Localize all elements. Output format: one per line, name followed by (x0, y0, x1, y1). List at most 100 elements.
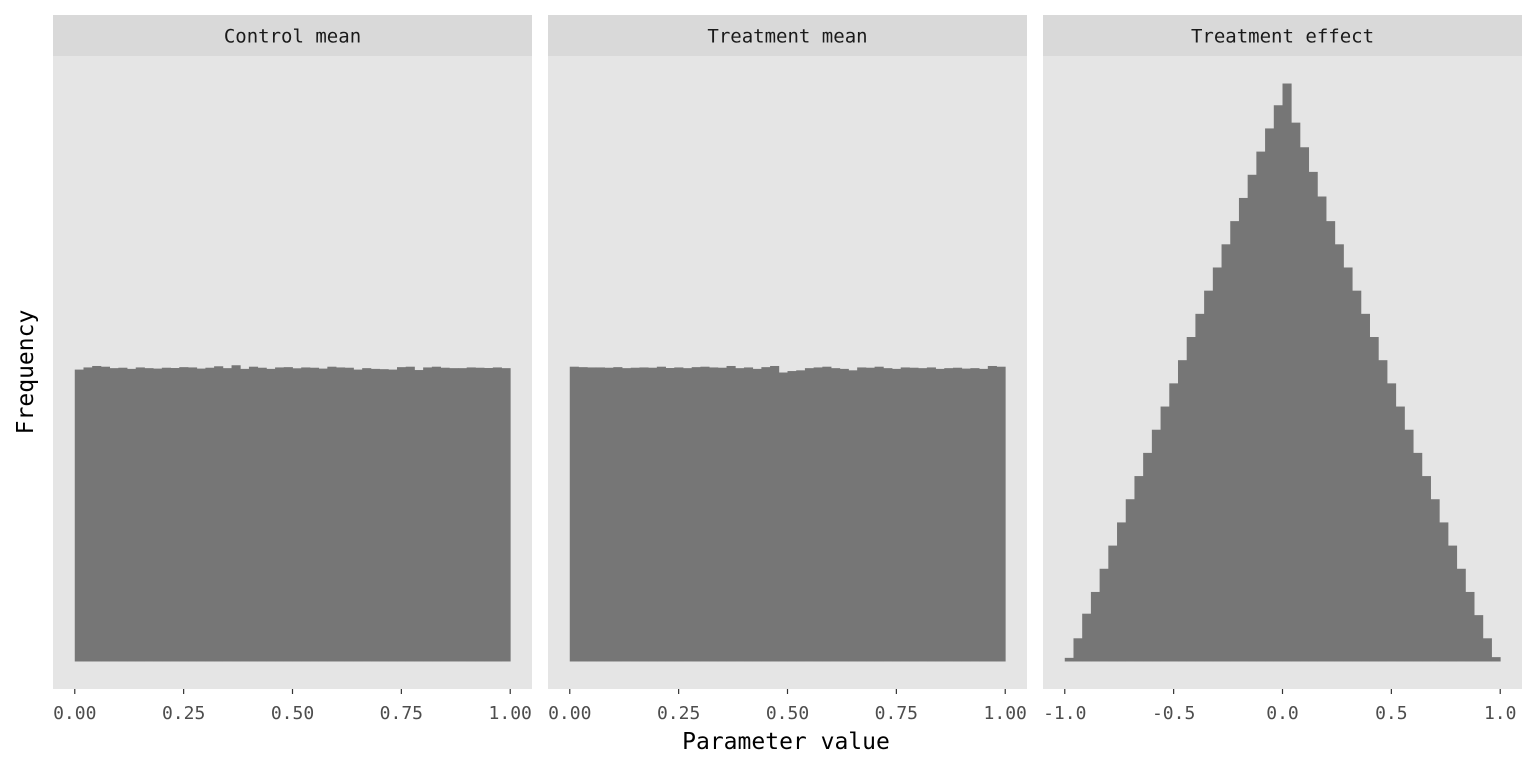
histogram-bar (292, 368, 302, 662)
histogram-bar (92, 365, 102, 662)
histogram-bar (1299, 147, 1310, 662)
histogram-bar (761, 367, 771, 662)
histogram-bar (1204, 290, 1214, 662)
histogram-bar (170, 368, 180, 662)
x-tick-label: 0.00 (53, 703, 96, 724)
histogram-bar (926, 367, 936, 662)
histogram-bar (414, 370, 424, 662)
histogram-bar (691, 367, 701, 662)
histogram-bar (127, 368, 137, 662)
histogram-bar (1439, 522, 1449, 662)
histogram-bar (1387, 383, 1397, 662)
histogram-bar (1160, 406, 1170, 662)
histogram-bar (979, 368, 989, 662)
facet-panel: Treatment effect -1.0 -0.5 0.0 0.5 1.0 (1043, 15, 1522, 724)
histogram-bar (144, 368, 154, 662)
histogram-bar (717, 367, 727, 662)
facet-strip-title: Control mean (224, 26, 361, 48)
histogram-bar (1430, 499, 1440, 662)
histogram-bar (196, 368, 206, 662)
x-tick-label: 1.00 (984, 703, 1027, 724)
histogram-bar (674, 367, 684, 662)
histogram-bar (1186, 337, 1196, 662)
histogram-bar (100, 366, 111, 662)
facet-strip (1043, 15, 1522, 56)
histogram-bar (787, 371, 797, 662)
histogram-bar (388, 369, 398, 662)
histogram-bar (1317, 196, 1327, 662)
histogram-bar (344, 367, 354, 662)
histogram-bar (1117, 522, 1127, 662)
histogram-bar (283, 367, 293, 662)
histogram-bar (935, 368, 945, 662)
histogram-bar (1343, 267, 1353, 662)
histogram-bar (1143, 452, 1153, 662)
histogram-bar (222, 368, 232, 662)
histogram-bar (883, 368, 893, 662)
histogram-bar (892, 368, 902, 662)
facet-strip (53, 15, 532, 56)
histogram-bar (700, 366, 710, 662)
histogram-bar (1447, 545, 1458, 662)
histogram-bar (266, 368, 276, 662)
histogram-bar (205, 367, 215, 662)
histogram-bar (1395, 406, 1405, 662)
histogram-bar (804, 368, 815, 662)
histogram-bar (1360, 313, 1370, 662)
histogram-bar (179, 367, 189, 662)
histogram-bar (336, 367, 346, 662)
histogram-bar (656, 366, 666, 662)
histogram-bar (578, 367, 588, 662)
histogram-bar (961, 368, 971, 662)
histogram-bar (1151, 429, 1161, 662)
histogram-bar (118, 367, 128, 662)
histogram-bar (301, 367, 311, 662)
x-tick-label: 0.25 (162, 703, 205, 724)
histogram-bar (587, 367, 597, 662)
histogram-bar (726, 365, 736, 662)
histogram-bar (1230, 221, 1240, 662)
histogram-bar (318, 368, 328, 662)
histogram-bar (431, 366, 441, 662)
x-axis-title: Parameter value (682, 729, 890, 755)
histogram-bar (248, 366, 259, 662)
histogram-bar (1474, 615, 1484, 662)
histogram-bar (109, 368, 119, 662)
histogram-bar (484, 368, 494, 662)
histogram-bar (1238, 197, 1249, 662)
histogram-bar (909, 367, 919, 662)
histogram-bar (153, 368, 163, 662)
histogram-bar (743, 367, 754, 662)
histogram-bar (83, 367, 93, 662)
histogram-bar (362, 368, 372, 662)
x-tick-label: 0.75 (380, 703, 423, 724)
x-tick-label: -0.5 (1152, 703, 1195, 724)
facet-panel: Treatment mean 0.00 0.25 0.50 0.75 1.00 (548, 15, 1027, 724)
histogram-bar (1064, 657, 1074, 662)
x-tick-label: 1.00 (489, 703, 532, 724)
histogram-bar (475, 367, 485, 662)
x-tick-label: 0.0 (1266, 703, 1299, 724)
histogram-bar (1082, 613, 1092, 662)
histogram-bar (987, 365, 997, 662)
histogram-bar (665, 368, 675, 662)
histogram-bar (1291, 122, 1301, 662)
histogram-bar (622, 368, 632, 662)
x-tick-label: 0.75 (875, 703, 918, 724)
histogram-bar (648, 367, 658, 662)
histogram-bar (275, 367, 285, 662)
histogram-bar (778, 372, 788, 662)
facet-strip (548, 15, 1027, 56)
histogram-bar (1073, 638, 1083, 662)
histogram-bar (1247, 174, 1257, 662)
histogram-bar (1212, 267, 1222, 662)
histogram-bar (405, 366, 415, 662)
histogram-bar (1265, 128, 1275, 662)
histogram-bar (952, 367, 963, 662)
histogram-bar (604, 367, 614, 662)
histogram-bar (1090, 591, 1101, 662)
histogram-bar (831, 368, 841, 662)
histogram-bar (944, 368, 954, 662)
histogram-bar (569, 366, 579, 662)
histogram-bar (1256, 151, 1266, 662)
